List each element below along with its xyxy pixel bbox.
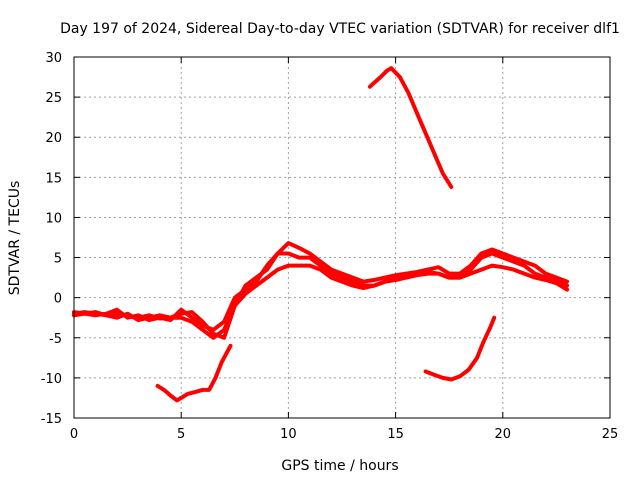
data-series <box>72 66 570 403</box>
x-axis-tick-labels: 0 5 10 15 20 25 <box>70 427 618 442</box>
y-tick-label: -15 <box>41 412 62 427</box>
y-tick-label: -10 <box>41 372 62 387</box>
series-track-main-b <box>72 251 570 332</box>
x-tick-label: 5 <box>177 427 185 442</box>
x-tick-label: 20 <box>495 427 512 442</box>
y-tick-label: 30 <box>45 51 62 66</box>
series-track-morning-low <box>155 343 233 403</box>
y-axis-tick-labels: -15 -10 -5 0 5 10 15 20 25 30 <box>41 51 62 427</box>
series-track-afternoon-high <box>367 66 454 189</box>
x-axis-label: GPS time / hours <box>281 458 398 474</box>
x-tick-label: 25 <box>602 427 619 442</box>
series-track-afternoon-low <box>423 315 497 382</box>
axis-ticks <box>73 56 611 419</box>
x-tick-label: 10 <box>280 427 297 442</box>
y-tick-label: 20 <box>45 131 62 146</box>
grid <box>74 57 610 418</box>
y-tick-label: 0 <box>54 292 62 307</box>
y-tick-label: 25 <box>45 91 62 106</box>
y-tick-label: 5 <box>54 252 62 267</box>
y-tick-label: 15 <box>45 171 62 186</box>
y-tick-label: -5 <box>49 332 62 347</box>
x-tick-label: 0 <box>70 427 78 442</box>
chart-title: Day 197 of 2024, Sidereal Day-to-day VTE… <box>60 21 620 37</box>
y-axis-label: SDTVAR / TECUs <box>7 181 23 296</box>
series-track-main-c <box>72 263 570 340</box>
y-tick-label: 10 <box>45 211 62 226</box>
plot-frame <box>73 56 611 419</box>
x-tick-label: 15 <box>387 427 404 442</box>
